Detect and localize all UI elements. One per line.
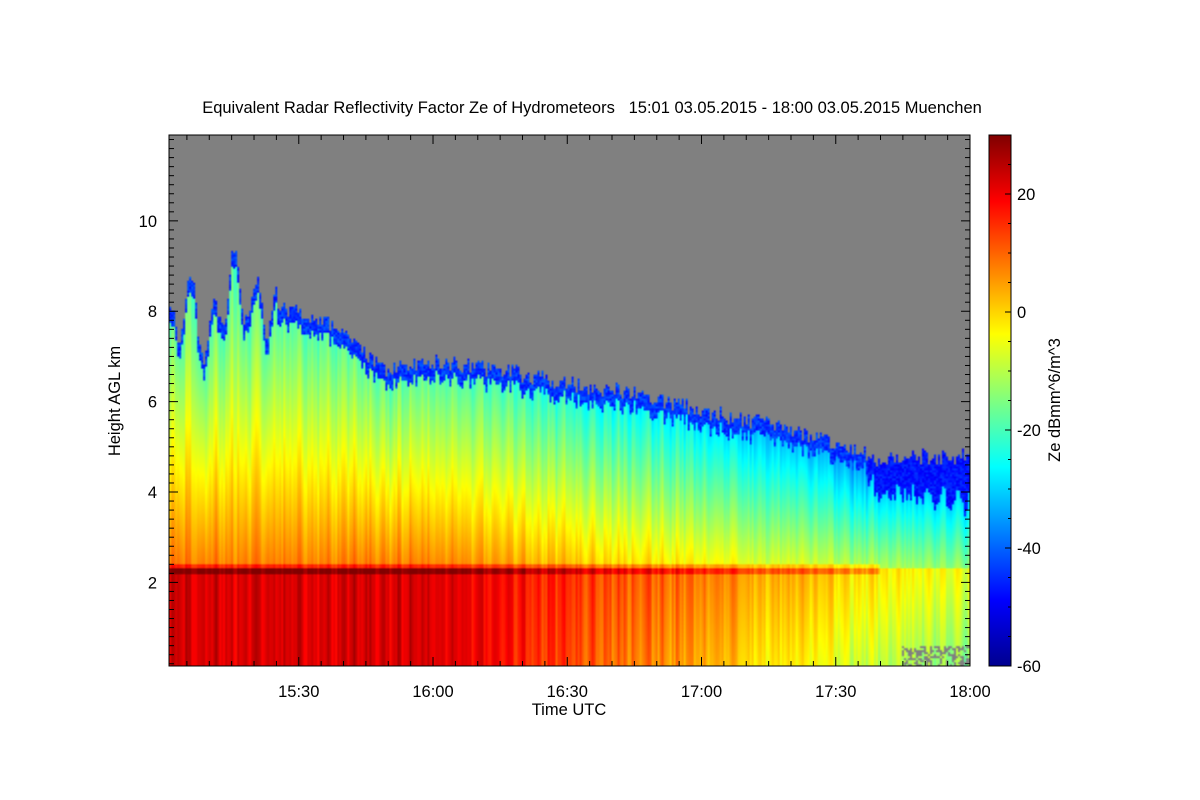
chart-title: Equivalent Radar Reflectivity Factor Ze … — [202, 99, 982, 117]
y-tick-label: 4 — [148, 484, 157, 502]
plot-frame — [168, 134, 971, 667]
colorbar-label: Ze dBmm^6/m^3 — [1046, 338, 1064, 462]
colorbar-tick-label: 20 — [1017, 186, 1035, 204]
y-axis-ticks: 2 4 6 8 10 — [139, 139, 970, 665]
y-tick-label: 10 — [139, 213, 157, 231]
colorbar-tick-label: -20 — [1017, 422, 1041, 440]
x-axis-ticks: 15:30 16:00 16:30 17:00 17:30 18:00 — [186, 135, 991, 701]
colorbar-tick-label: -60 — [1017, 658, 1041, 676]
y-tick-label: 2 — [148, 574, 157, 592]
colorbar: 20 0 -20 -40 -60 Ze dBmm^6/m^3 — [988, 134, 1064, 676]
x-tick-label: 18:00 — [949, 683, 990, 701]
colorbar-gradient — [988, 134, 1012, 667]
plot-area: 15:30 16:00 16:30 17:00 17:30 18:00 2 4 6 8 10 — [139, 134, 991, 701]
colorbar-ticks: 20 0 -20 -40 -60 — [1005, 134, 1041, 676]
x-tick-label: 16:00 — [412, 683, 453, 701]
x-tick-label: 17:00 — [681, 683, 722, 701]
reflectivity-heatmap — [169, 135, 970, 666]
y-axis-label: Height AGL km — [106, 346, 124, 456]
colorbar-tick-label: 0 — [1017, 304, 1026, 322]
x-tick-label: 15:30 — [278, 683, 319, 701]
y-tick-label: 6 — [148, 394, 157, 412]
colorbar-tick-label: -40 — [1017, 540, 1041, 558]
y-tick-label: 8 — [148, 303, 157, 321]
x-tick-label: 17:30 — [815, 683, 856, 701]
x-tick-label: 16:30 — [547, 683, 588, 701]
x-axis-label: Time UTC — [532, 701, 607, 719]
